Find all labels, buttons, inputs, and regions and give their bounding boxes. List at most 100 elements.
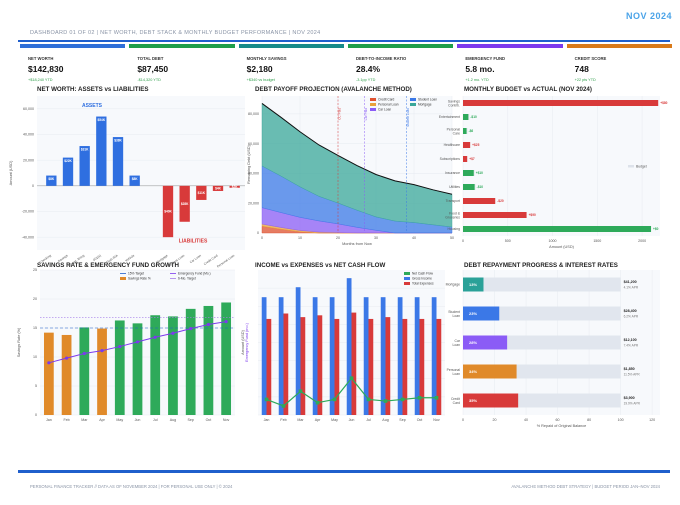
footer-rule bbox=[18, 470, 670, 473]
milestone-label: Student Loan bbox=[406, 108, 410, 127]
axis-label: Amount (USD) bbox=[9, 160, 13, 185]
kpi-accent-bar bbox=[238, 44, 344, 48]
kpi-label: Total Debt bbox=[137, 56, 164, 61]
tick-label: 0 bbox=[462, 239, 464, 243]
series-point bbox=[100, 349, 104, 353]
kpi-value: $142,830 bbox=[28, 64, 64, 74]
tick-label: Apr bbox=[315, 418, 321, 422]
net-point bbox=[400, 397, 405, 402]
variance-label: -$20 bbox=[497, 199, 504, 203]
tick-label: Jun bbox=[135, 418, 141, 422]
balance-label: $28,400 bbox=[624, 309, 637, 313]
tick-label: Oct bbox=[417, 418, 423, 422]
income-bar bbox=[414, 297, 420, 415]
rate-label: 7.4% APR bbox=[624, 344, 639, 348]
variance-label: -$10 bbox=[477, 185, 484, 189]
tick-label: Card bbox=[453, 401, 460, 405]
tick-label: Jul bbox=[153, 418, 158, 422]
data-label: $28K bbox=[181, 202, 189, 206]
data-label: 34% bbox=[469, 369, 477, 374]
net-point bbox=[383, 399, 388, 403]
tick-label: 20 bbox=[336, 236, 340, 240]
top-bar: NOV 2024 bbox=[0, 0, 680, 28]
variance-label: +$25 bbox=[472, 143, 479, 147]
legend-swatch bbox=[370, 98, 376, 101]
tick-label: 40,000 bbox=[248, 172, 259, 176]
series-point bbox=[82, 351, 86, 356]
series-point bbox=[47, 361, 51, 365]
rate-label: 6.2% APR bbox=[624, 315, 639, 319]
kpi-label: Net Worth bbox=[28, 56, 54, 61]
tick-label: 20 bbox=[493, 418, 497, 422]
tick-label: May bbox=[331, 418, 338, 422]
tick-label: Feb bbox=[63, 418, 69, 422]
net-point bbox=[434, 395, 439, 400]
tick-label: 120 bbox=[649, 418, 655, 422]
actual-bar bbox=[463, 170, 474, 176]
kpi-value: $87,450 bbox=[137, 64, 169, 74]
tick-label: Nov bbox=[223, 418, 230, 422]
series-point bbox=[118, 344, 122, 349]
tick-label: Entertainment bbox=[439, 115, 460, 119]
series-point bbox=[171, 331, 175, 335]
legend-label: Emergency Fund (Mo.) bbox=[178, 272, 211, 276]
net-point bbox=[264, 397, 269, 402]
bar bbox=[150, 315, 161, 415]
data-label: $8K bbox=[48, 177, 55, 181]
axis-label: Remaining Debt (USD) bbox=[247, 144, 251, 184]
tick-label: 0 bbox=[257, 231, 259, 235]
actual-bar bbox=[463, 198, 496, 204]
legend-swatch bbox=[404, 282, 410, 285]
kpi-card: Credit Score 748 +22 pts YTD bbox=[566, 44, 672, 84]
tick-label: Sep bbox=[399, 418, 405, 422]
series-point bbox=[189, 326, 193, 331]
bar bbox=[79, 327, 90, 415]
tick-label: Roth IRA bbox=[106, 253, 120, 264]
tick-label: 1000 bbox=[549, 239, 557, 243]
header-rule bbox=[18, 40, 670, 42]
kpi-accent-bar bbox=[20, 44, 126, 48]
income-bar bbox=[312, 297, 318, 415]
bar bbox=[129, 175, 140, 186]
tick-label: Savings bbox=[57, 253, 69, 263]
expense-bar bbox=[266, 318, 272, 415]
axis-label: Emergency Fund (mo.) bbox=[245, 322, 249, 362]
tick-label: 20 bbox=[33, 297, 37, 301]
data-label: $40K bbox=[164, 210, 172, 214]
income-bar bbox=[363, 297, 369, 415]
legend-label: Budget bbox=[636, 165, 647, 169]
tick-label: 5 bbox=[35, 384, 37, 388]
data-label: $4K bbox=[215, 186, 222, 190]
kpi-label: Monthly Savings bbox=[246, 56, 287, 61]
tick-label: Mar bbox=[81, 418, 88, 422]
kpi-change: +22 pts YTD bbox=[574, 78, 596, 82]
income-bar bbox=[261, 297, 267, 415]
actual-bar bbox=[463, 128, 467, 134]
tick-label: 401(k) bbox=[92, 254, 102, 262]
legend-swatch bbox=[370, 108, 376, 111]
axis-label: % Repaid of Original Balance bbox=[537, 424, 587, 428]
tick-label: Student Loan bbox=[167, 253, 185, 267]
footer-right: AVALANCHE METHOD DEBT STRATEGY | BUDGET … bbox=[511, 484, 660, 489]
bar bbox=[221, 302, 232, 415]
tick-label: Personal Loan bbox=[216, 253, 235, 268]
tick-label: 40,000 bbox=[23, 133, 34, 137]
variance-label: +$0 bbox=[653, 227, 659, 231]
tick-label: 20,000 bbox=[248, 201, 259, 205]
tick-label: Personal bbox=[447, 368, 461, 372]
networth-title: NET WORTH: ASSETS vs LIABILITIES bbox=[37, 86, 149, 93]
tick-label: Savings bbox=[448, 99, 460, 103]
kpi-card: Emergency Fund 5.8 mo. +1.2 mo. YTD bbox=[457, 44, 563, 84]
rate-label: 11.5% APR bbox=[624, 373, 641, 377]
legend-swatch bbox=[120, 277, 126, 280]
cashflow-title: INCOME vs EXPENSES vs NET CASH FLOW bbox=[255, 262, 386, 269]
data-label: 28% bbox=[469, 340, 477, 345]
footer-left: PERSONAL FINANCE TRACKER // DATA AS OF N… bbox=[30, 484, 233, 489]
kpi-label: Credit Score bbox=[574, 56, 607, 61]
tick-label: Credit bbox=[451, 397, 460, 401]
data-label: $22K bbox=[64, 159, 72, 163]
expense-bar bbox=[334, 318, 340, 415]
axis-label: Months from Now bbox=[342, 242, 372, 246]
bar bbox=[79, 146, 90, 186]
actual-bar bbox=[463, 156, 468, 162]
